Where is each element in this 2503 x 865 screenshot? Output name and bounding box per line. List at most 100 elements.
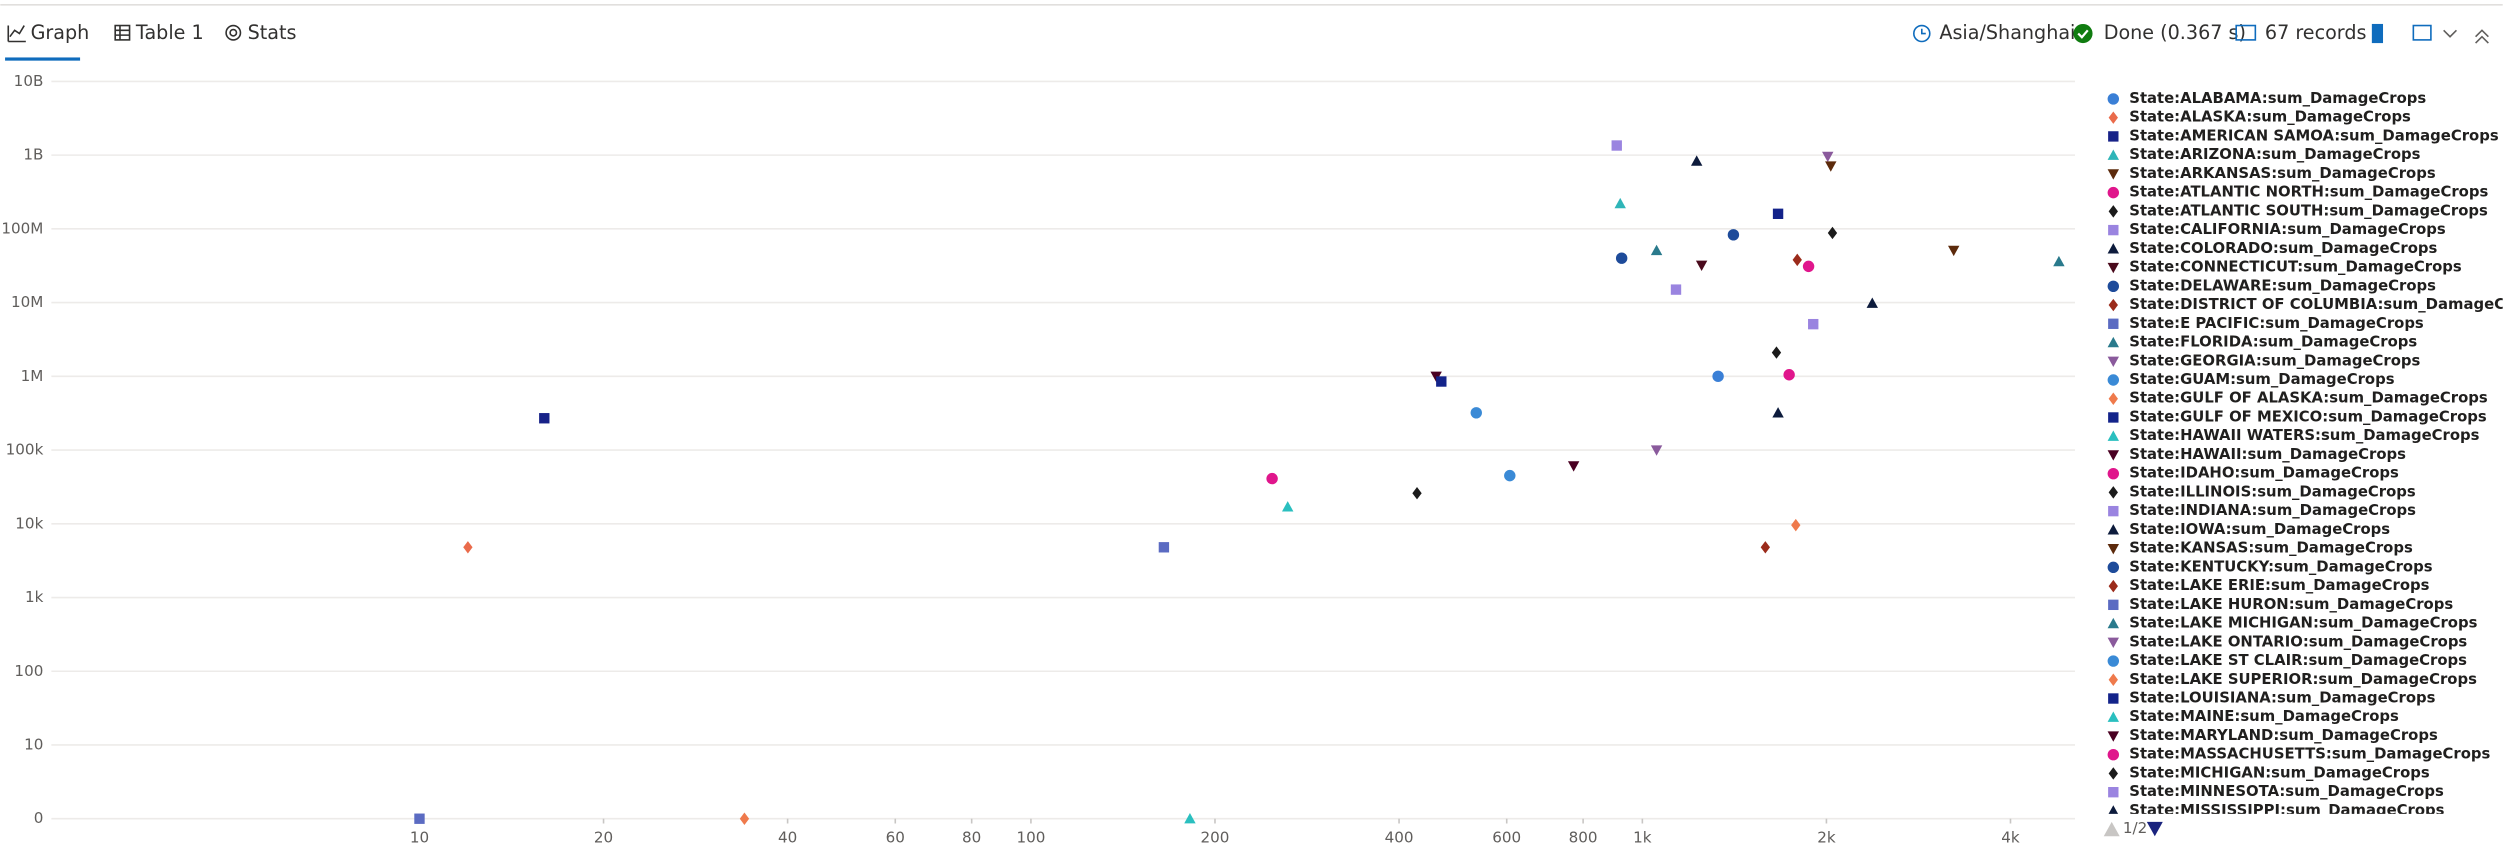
- legend-label: State:MASSACHUSETTS:sum_DamageCrops: [2129, 746, 2490, 763]
- legend-label: State:MAINE:sum_DamageCrops: [2129, 708, 2399, 725]
- legend-item[interactable]: State:GULF OF MEXICO:sum_DamageCrops: [2108, 408, 2487, 425]
- legend-item[interactable]: State:GULF OF ALASKA:sum_DamageCrops: [2108, 390, 2488, 407]
- legend-marker: [2107, 262, 2120, 274]
- layout-dropdown[interactable]: [2443, 29, 2457, 38]
- legend-item[interactable]: State:CALIFORNIA:sum_DamageCrops: [2108, 221, 2446, 238]
- legend-item[interactable]: State:DISTRICT OF COLUMBIA:sum_DamageCro…: [2108, 296, 2503, 313]
- legend-item[interactable]: State:MAINE:sum_DamageCrops: [2107, 708, 2399, 725]
- legend-marker: [2107, 655, 2120, 667]
- x-tick-label: 2k: [1817, 828, 1836, 846]
- legend-item[interactable]: State:DELAWARE:sum_DamageCrops: [2107, 277, 2437, 294]
- point: [1760, 541, 1771, 554]
- legend-item[interactable]: State:LOUISIANA:sum_DamageCrops: [2108, 690, 2436, 707]
- legend-marker: [2107, 749, 2120, 761]
- point: [1690, 155, 1703, 166]
- point: [1611, 140, 1622, 151]
- legend-item[interactable]: State:HAWAII WATERS:sum_DamageCrops: [2107, 427, 2480, 444]
- legend-label: State:GULF OF ALASKA:sum_DamageCrops: [2129, 390, 2488, 407]
- legend-label: State:ATLANTIC SOUTH:sum_DamageCrops: [2129, 202, 2488, 219]
- legend-item[interactable]: State:ILLINOIS:sum_DamageCrops: [2108, 483, 2416, 500]
- legend-item[interactable]: State:ARIZONA:sum_DamageCrops: [2107, 146, 2421, 163]
- legend-item[interactable]: State:LAKE SUPERIOR:sum_DamageCrops: [2108, 671, 2477, 688]
- legend-item[interactable]: State:KANSAS:sum_DamageCrops: [2107, 540, 2413, 557]
- legend-item[interactable]: State:LAKE ST CLAIR:sum_DamageCrops: [2107, 652, 2468, 669]
- legend-item[interactable]: State:LAKE ONTARIO:sum_DamageCrops: [2107, 633, 2468, 650]
- legend-item[interactable]: State:AMERICAN SAMOA:sum_DamageCrops: [2108, 127, 2499, 144]
- y-tick-label: 1B: [23, 146, 43, 164]
- legend-item[interactable]: State:HAWAII:sum_DamageCrops: [2107, 446, 2407, 463]
- legend-marker: [2107, 524, 2120, 535]
- legend-item[interactable]: State:FLORIDA:sum_DamageCrops: [2107, 334, 2418, 351]
- legend-marker: [2107, 617, 2120, 629]
- copy-button[interactable]: [2371, 23, 2384, 44]
- plot: 0 10 100 1k 10k 100k 1M 10M 100M 1B 10B 10 20 40 60 80 1…: [1, 72, 2076, 846]
- point: [1772, 208, 1784, 219]
- pager-next[interactable]: [2146, 821, 2163, 837]
- tab-graph[interactable]: Graph: [5, 21, 89, 61]
- y-tick-label: 100k: [6, 441, 44, 459]
- point: [1650, 445, 1663, 456]
- tab-label: Table 1: [135, 21, 204, 44]
- timezone[interactable]: Asia/Shanghai: [1913, 21, 2076, 44]
- legend-item[interactable]: State:ALABAMA:sum_DamageCrops: [2107, 90, 2427, 107]
- layout-button[interactable]: [2412, 24, 2432, 41]
- legend-label: State:ILLINOIS:sum_DamageCrops: [2129, 483, 2416, 500]
- legend-item[interactable]: State:MARYLAND:sum_DamageCrops: [2107, 727, 2438, 744]
- legend-label: State:E PACIFIC:sum_DamageCrops: [2129, 315, 2424, 332]
- point: [1808, 318, 1819, 330]
- legend-item[interactable]: State:ALASKA:sum_DamageCrops: [2108, 109, 2411, 126]
- point: [1825, 161, 1837, 172]
- legend-item[interactable]: State:E PACIFIC:sum_DamageCrops: [2108, 315, 2424, 332]
- timezone-label: Asia/Shanghai: [1939, 21, 2075, 44]
- x-tick-label: 20: [594, 828, 613, 846]
- legend-item[interactable]: State:ARKANSAS:sum_DamageCrops: [2107, 165, 2436, 182]
- y-tick-label: 10M: [11, 293, 43, 311]
- point: [1712, 370, 1724, 383]
- legend-label: State:ARIZONA:sum_DamageCrops: [2129, 146, 2420, 163]
- point: [1783, 369, 1795, 381]
- y-tick-label: 10B: [14, 72, 44, 90]
- legend-item[interactable]: State:GEORGIA:sum_DamageCrops: [2107, 352, 2421, 369]
- legend-label: State:GUAM:sum_DamageCrops: [2129, 371, 2394, 388]
- pager-prev[interactable]: [2103, 821, 2120, 837]
- legend-item[interactable]: State:KENTUCKY:sum_DamageCrops: [2107, 558, 2433, 575]
- tab-stats[interactable]: Stats: [225, 21, 297, 44]
- legend-item[interactable]: State:GUAM:sum_DamageCrops: [2107, 371, 2395, 388]
- point: [1948, 245, 1960, 257]
- legend-item[interactable]: State:MICHIGAN:sum_DamageCrops: [2108, 764, 2430, 781]
- legend-item[interactable]: State:ATLANTIC SOUTH:sum_DamageCrops: [2108, 202, 2488, 219]
- legend-marker: [2108, 298, 2118, 312]
- legend-label: State:HAWAII WATERS:sum_DamageCrops: [2129, 427, 2479, 444]
- legend-marker: [2107, 637, 2120, 649]
- x-tick-label: 800: [1569, 828, 1598, 846]
- legend-item[interactable]: State:COLORADO:sum_DamageCrops: [2107, 240, 2438, 257]
- legend-item[interactable]: State:LAKE MICHIGAN:sum_DamageCrops: [2107, 615, 2478, 632]
- tab-table[interactable]: Table 1: [114, 21, 204, 44]
- legend-label: State:HAWAII:sum_DamageCrops: [2129, 446, 2406, 463]
- legend-item[interactable]: State:CONNECTICUT:sum_DamageCrops: [2107, 259, 2462, 276]
- legend-label: State:LAKE MICHIGAN:sum_DamageCrops: [2129, 615, 2477, 632]
- legend-item[interactable]: State:ATLANTIC NORTH:sum_DamageCrops: [2107, 184, 2489, 201]
- legend-marker: [2108, 224, 2119, 236]
- legend-label: State:GULF OF MEXICO:sum_DamageCrops: [2129, 408, 2487, 425]
- legend-marker: [2107, 374, 2120, 386]
- legend-item[interactable]: State:MISSISSIPPI:sum_DamageCrops: [2108, 802, 2445, 819]
- legend-item[interactable]: State:MASSACHUSETTS:sum_DamageCrops: [2107, 746, 2491, 763]
- y-tick-label: 10: [24, 735, 43, 753]
- legend-item[interactable]: State:IOWA:sum_DamageCrops: [2107, 521, 2391, 538]
- legend-marker: [2107, 711, 2120, 722]
- legend-item[interactable]: State:IDAHO:sum_DamageCrops: [2107, 465, 2399, 482]
- legend-item[interactable]: State:LAKE ERIE:sum_DamageCrops: [2108, 577, 2430, 594]
- collapse-button[interactable]: [2475, 29, 2489, 44]
- point: [1158, 542, 1170, 553]
- legend-marker: [2107, 280, 2120, 293]
- legend-marker: [2107, 430, 2120, 441]
- clock-icon: [1913, 24, 1931, 43]
- point: [1567, 461, 1580, 472]
- legend-item[interactable]: State:LAKE HURON:sum_DamageCrops: [2108, 596, 2453, 613]
- x-tick-label: 4k: [2001, 828, 2020, 846]
- legend-item[interactable]: State:MINNESOTA:sum_DamageCrops: [2108, 783, 2444, 800]
- legend-marker: [2108, 392, 2118, 405]
- legend-item[interactable]: State:INDIANA:sum_DamageCrops: [2108, 502, 2416, 519]
